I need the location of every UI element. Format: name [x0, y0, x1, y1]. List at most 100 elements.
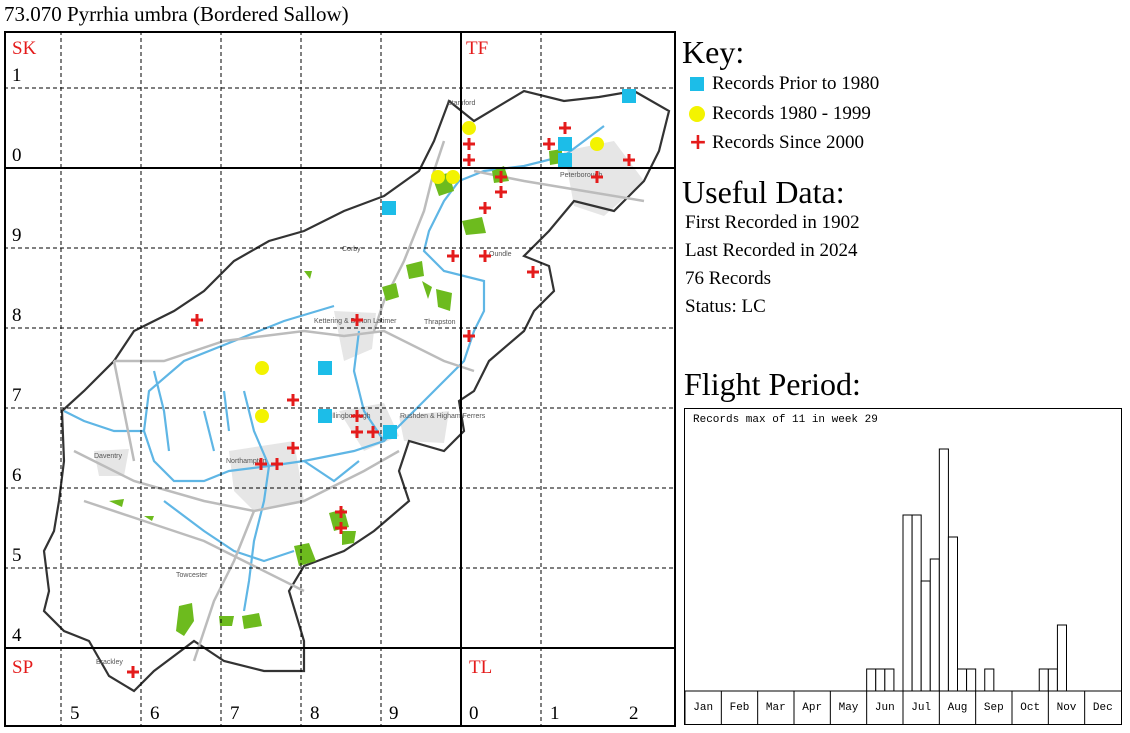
- week-bar: [957, 668, 968, 692]
- record-since-2000-marker: [543, 138, 555, 150]
- key-item-label: Records Prior to 1980: [712, 73, 880, 94]
- record-prior-1980-marker: [383, 425, 397, 439]
- record-1980-1999-marker: [255, 409, 269, 423]
- page-title: 73.070 Pyrrhia umbra (Bordered Sallow): [4, 2, 349, 26]
- key-item-label: Records Since 2000: [712, 132, 864, 153]
- rivers: [63, 125, 605, 612]
- place-oundle: Oundle: [489, 251, 512, 258]
- row-label: 8: [12, 305, 22, 326]
- record-markers: [127, 89, 636, 678]
- month-label: Jun: [875, 702, 895, 714]
- record-since-2000-marker: [463, 138, 475, 150]
- col-label: 5: [70, 703, 80, 724]
- record-since-2000-marker: [367, 426, 379, 438]
- square-label-sk: SK: [12, 38, 37, 59]
- week-bar: [1038, 668, 1049, 692]
- record-since-2000-marker: [335, 522, 347, 534]
- place-towcester: Towcester: [176, 572, 208, 579]
- record-since-2000-marker: [495, 171, 507, 183]
- month-label: Dec: [1093, 702, 1113, 714]
- month-label: Jul: [911, 702, 931, 714]
- record-since-2000-marker: [351, 426, 363, 438]
- record-1980-1999-marker: [255, 361, 269, 375]
- month-label: May: [839, 702, 859, 714]
- week-bar: [875, 668, 886, 692]
- month-label: Aug: [948, 702, 968, 714]
- place-peterborough: Peterborough: [560, 172, 603, 179]
- first-recorded: First Recorded in 1902: [685, 212, 860, 233]
- map-canvas: Stamford Peterborough Corby Oundle Kette…: [4, 31, 676, 727]
- record-since-2000-marker: [127, 666, 139, 678]
- chart-annotation: Records max of 11 in week 29: [693, 414, 878, 426]
- record-since-2000-marker: [479, 202, 491, 214]
- col-label: 9: [389, 703, 399, 724]
- record-prior-1980-marker: [318, 361, 332, 375]
- record-since-2000-marker: [559, 122, 571, 134]
- woodland-patches: [109, 149, 562, 636]
- place-brackley: Brackley: [96, 659, 123, 666]
- col-label: 0: [469, 703, 479, 724]
- record-since-2000-marker: [351, 314, 363, 326]
- record-prior-1980-marker: [382, 201, 396, 215]
- week-bar: [938, 448, 949, 692]
- place-corby: Corby: [342, 246, 361, 253]
- col-label: 6: [150, 703, 160, 724]
- record-since-2000-marker: [479, 250, 491, 262]
- month-label: Oct: [1020, 702, 1040, 714]
- record-since-2000-marker: [287, 442, 299, 454]
- distribution-map: Stamford Peterborough Corby Oundle Kette…: [4, 31, 676, 727]
- record-1980-1999-marker: [462, 121, 476, 135]
- useful-data-title: Useful Data:: [682, 174, 845, 210]
- week-bar: [1047, 668, 1058, 692]
- status: Status: LC: [685, 296, 766, 317]
- row-label: 7: [12, 385, 22, 406]
- key-item-since-2000: + Records Since 2000: [688, 131, 864, 155]
- flight-period-chart: Records max of 11 in week 29 Jan Feb Mar Ap…: [684, 408, 1122, 725]
- square-label-tl: TL: [469, 657, 492, 678]
- red-plus-icon: +: [688, 130, 708, 155]
- last-recorded: Last Recorded in 2024: [685, 240, 858, 261]
- record-1980-1999-marker: [446, 170, 460, 184]
- record-since-2000-marker: [527, 266, 539, 278]
- place-thrapston: Thrapston: [424, 319, 456, 326]
- record-prior-1980-marker: [622, 89, 636, 103]
- record-since-2000-marker: [447, 250, 459, 262]
- month-label: Feb: [730, 702, 750, 714]
- record-since-2000-marker: [335, 506, 347, 518]
- row-label: 4: [12, 625, 22, 646]
- urban-areas: [94, 141, 644, 511]
- week-bar: [929, 558, 940, 692]
- row-label: 9: [12, 225, 22, 246]
- row-label: 0: [12, 145, 22, 166]
- record-since-2000-marker: [287, 394, 299, 406]
- month-label: Nov: [1057, 702, 1077, 714]
- record-count: 76 Records: [685, 268, 772, 289]
- record-since-2000-marker: [271, 458, 283, 470]
- record-since-2000-marker: [463, 154, 475, 166]
- record-since-2000-marker: [591, 171, 603, 183]
- key-item-label: Records 1980 - 1999: [712, 103, 871, 124]
- month-label: Apr: [802, 702, 822, 714]
- place-names: Stamford Peterborough Corby Oundle Kette…: [94, 100, 603, 666]
- place-wellingborough: Wellingborough: [322, 413, 371, 420]
- record-since-2000-marker: [463, 330, 475, 342]
- col-label: 2: [629, 703, 639, 724]
- record-prior-1980-marker: [318, 409, 332, 423]
- record-prior-1980-marker: [558, 137, 572, 151]
- square-label-tf: TF: [466, 38, 488, 59]
- month-label: Sep: [984, 702, 1004, 714]
- chart-canvas: Jan Feb Mar Apr May Jun Jul Aug Sep Oct Nov Dec: [685, 448, 1121, 724]
- place-rushden: Rushden & Higham Ferrers: [400, 413, 486, 420]
- record-1980-1999-marker: [431, 170, 445, 184]
- key-item-1980-1999: Records 1980 - 1999: [688, 102, 871, 126]
- month-label: Mar: [766, 702, 786, 714]
- week-bar: [984, 668, 995, 692]
- blue-square-icon: [688, 72, 712, 96]
- week-bar: [947, 536, 958, 692]
- record-prior-1980-marker: [558, 153, 572, 167]
- map-grid: [4, 31, 676, 727]
- record-since-2000-marker: [191, 314, 203, 326]
- week-bar: [902, 514, 913, 692]
- month-label: Jan: [693, 702, 713, 714]
- record-since-2000-marker: [255, 458, 267, 470]
